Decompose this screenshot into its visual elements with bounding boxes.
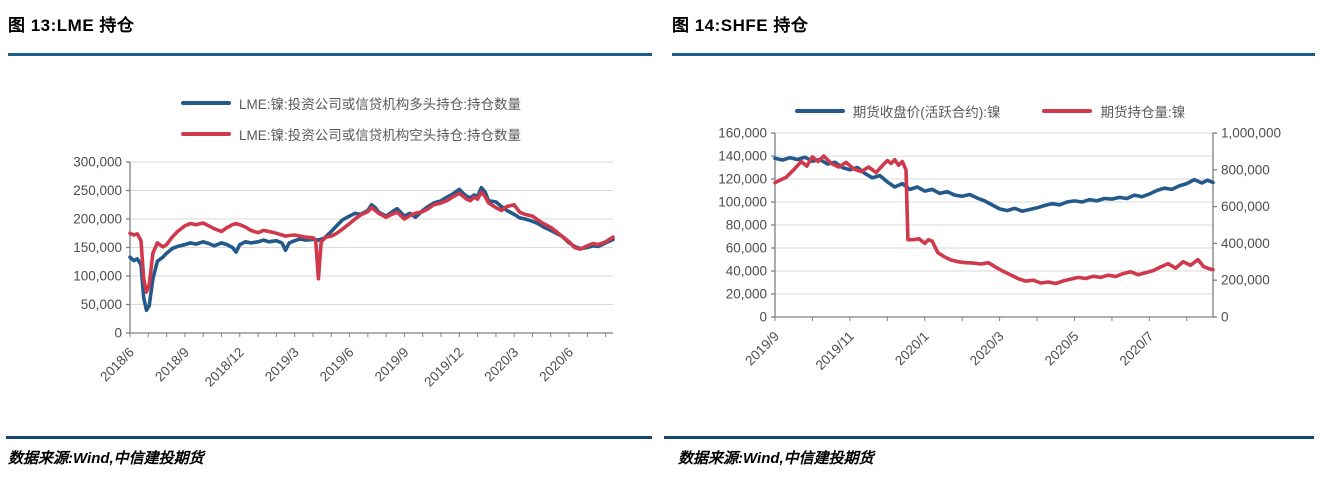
x-axis-label: 2020/5	[1042, 329, 1082, 369]
x-axis-label: 2020/1	[892, 329, 932, 369]
legend-label: LME:镍:投资公司或信贷机构多头持仓:持仓数量	[238, 97, 521, 112]
legend-item: LME:镍:投资公司或信贷机构多头持仓:持仓数量	[180, 93, 521, 113]
y-axis-left-label: 100,000	[73, 269, 122, 284]
x-axis-label: 2019/6	[317, 345, 357, 385]
lme-line-chart: 0 50,000 100,000 150,000 200,000 250,000 300,0…	[73, 155, 615, 390]
x-axis-label: 2020/7	[1117, 329, 1157, 369]
legend-item: LME:镍:投资公司或信贷机构空头持仓:持仓数量	[180, 124, 521, 144]
y-axis-left-label: 150,000	[73, 240, 122, 255]
y-axis-right-label: 800,000	[1221, 162, 1270, 177]
y-axis-left-label: 0	[759, 310, 767, 325]
x-axis-label: 2019/3	[262, 345, 302, 385]
y-axis-left-label: 20,000	[726, 287, 767, 302]
legend: LME:镍:投资公司或信贷机构多头持仓:持仓数量 LME:镍:投资公司或信贷机构空…	[0, 93, 660, 144]
legend-label: 期货收盘价(活跃合约):镍	[852, 105, 1001, 120]
figure-title: 图 14:SHFE 持仓	[672, 16, 809, 35]
legend-label: 期货持仓量:镍	[1100, 105, 1186, 120]
separator-rule	[6, 436, 652, 439]
y-axis-left-label: 100,000	[718, 195, 767, 210]
y-axis-left-label: 160,000	[718, 126, 767, 141]
y-axis-left-label: 80,000	[726, 218, 767, 233]
y-axis-left-label: 200,000	[73, 212, 122, 227]
legend-line-marker	[1042, 109, 1093, 113]
x-axis-label: 2018/9	[152, 345, 192, 385]
series-line-0	[773, 155, 1215, 213]
data-source-note: 数据来源:Wind,中信建投期货	[678, 450, 874, 467]
legend-line-marker	[794, 109, 845, 113]
figure-title: 图 13:LME 持仓	[8, 16, 135, 35]
y-axis-right-label: 1,000,000	[1221, 126, 1281, 141]
y-axis-left-label: 250,000	[73, 183, 122, 198]
y-axis-left-label: 140,000	[718, 149, 767, 164]
legend-item: 期货收盘价(活跃合约):镍	[794, 101, 1001, 121]
data-source-note: 数据来源:Wind,中信建投期货	[8, 450, 204, 467]
x-axis-label: 2020/6	[536, 345, 576, 385]
y-axis-left-label: 40,000	[726, 264, 767, 279]
title-rule	[8, 53, 652, 56]
x-axis-label: 2019/9	[742, 329, 782, 369]
series-line-1	[128, 190, 615, 294]
figure-lme-positions: 图 13:LME 持仓 LME:镍:投资公司或信贷机构多头持仓:持仓数量 LME:…	[0, 16, 660, 467]
legend-line-marker	[180, 132, 231, 136]
series-line-1	[773, 154, 1215, 286]
y-axis-left-label: 60,000	[726, 241, 767, 256]
x-axis-label: 2018/12	[202, 345, 247, 390]
y-axis-right-label: 400,000	[1221, 236, 1270, 251]
y-axis-left-label: 120,000	[718, 172, 767, 187]
y-axis-left-label: 50,000	[81, 297, 122, 312]
x-axis-label: 2018/6	[97, 345, 137, 385]
figure-shfe-positions: 图 14:SHFE 持仓 期货收盘价(活跃合约):镍 期货持仓量:镍 0 20,00…	[660, 0, 1320, 479]
x-axis-label: 2020/3	[482, 345, 522, 385]
x-axis-label: 2019/12	[421, 345, 466, 390]
x-axis-label: 2020/3	[967, 329, 1007, 369]
separator-rule	[664, 436, 1314, 439]
legend-item: 期货持仓量:镍	[1042, 101, 1185, 121]
legend-label: LME:镍:投资公司或信贷机构空头持仓:持仓数量	[238, 128, 521, 143]
legend-line-marker	[180, 101, 231, 105]
title-rule	[672, 53, 1315, 56]
y-axis-left-label: 0	[114, 326, 122, 341]
y-axis-right-label: 0	[1221, 310, 1229, 325]
y-axis-left-label: 300,000	[73, 155, 122, 170]
x-axis-label: 2019/11	[813, 329, 857, 373]
y-axis-right-label: 200,000	[1221, 273, 1270, 288]
legend: 期货收盘价(活跃合约):镍 期货持仓量:镍	[660, 101, 1320, 121]
shfe-line-chart: 0 20,000 40,000 60,000 80,000 100,000 120,000 1…	[718, 126, 1281, 373]
y-axis-right-label: 600,000	[1221, 199, 1270, 214]
x-axis-label: 2019/9	[372, 345, 412, 385]
